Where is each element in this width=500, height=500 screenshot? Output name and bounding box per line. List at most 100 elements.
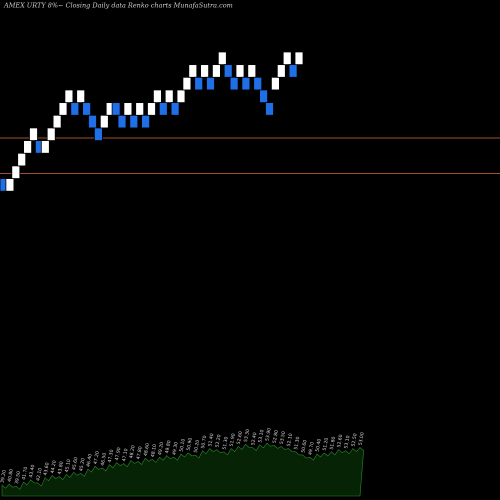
volume-label-1: 39.20 <box>0 469 8 483</box>
volume-label-26: 50.10 <box>179 438 187 452</box>
volume-label-13: 46.40 <box>85 453 93 467</box>
renko-brick-23 <box>129 114 139 129</box>
volume-label-11: 45.60 <box>71 457 79 471</box>
renko-brick-27 <box>152 89 162 104</box>
renko-brick-5 <box>23 140 33 154</box>
chart-title: AMEX URTY 8%~ Closing Daily data Renko c… <box>3 2 233 10</box>
renko-brick-15 <box>82 102 91 116</box>
volume-label-8: 44.20 <box>50 460 58 474</box>
renko-brick-28 <box>158 102 168 116</box>
renko-brick-14 <box>76 89 86 104</box>
renko-brick-17 <box>94 127 103 141</box>
volume-label-29: 50.70 <box>200 435 208 449</box>
volume-label-10: 45.10 <box>64 459 72 473</box>
renko-brick-25 <box>141 114 151 129</box>
renko-brick-2 <box>5 178 15 192</box>
volume-label-36: 52.40 <box>250 432 258 446</box>
volume-label-21: 48.60 <box>143 443 151 457</box>
renko-brick-49 <box>282 51 292 66</box>
volume-label-40: 53.50 <box>279 431 287 445</box>
volume-label-46: 51.20 <box>322 437 330 451</box>
renko-brick-32 <box>182 76 192 91</box>
renko-bricks <box>0 51 304 192</box>
resistance-lines <box>0 137 500 174</box>
volume-label-17: 47.90 <box>114 447 122 461</box>
renko-brick-45 <box>259 89 269 104</box>
volume-label-35: 53.30 <box>243 429 251 443</box>
renko-brick-43 <box>247 64 257 78</box>
volume-panel: 39.20 40.80 39.50 41.70 43.40 42.10 43.60 44.20… <box>0 427 366 497</box>
renko-brick-18 <box>99 114 109 129</box>
renko-brick-47 <box>270 76 280 91</box>
volume-label-23: 49.20 <box>157 441 165 455</box>
renko-brick-36 <box>206 76 215 91</box>
renko-brick-3 <box>11 165 21 179</box>
volume-label-14: 47.20 <box>93 451 101 465</box>
volume-label-51: 53.00 <box>358 432 366 446</box>
renko-brick-37 <box>211 64 221 78</box>
renko-brick-46 <box>265 102 274 116</box>
renko-brick-50 <box>288 64 298 78</box>
renko-brick-29 <box>164 89 174 104</box>
volume-label-31: 52.20 <box>214 434 222 448</box>
renko-brick-42 <box>241 76 251 91</box>
renko-brick-33 <box>188 64 198 78</box>
renko-brick-34 <box>194 76 204 91</box>
volume-label-34: 52.60 <box>236 431 244 445</box>
volume-label-30: 51.40 <box>207 433 215 447</box>
volume-label-6: 42.10 <box>35 467 43 481</box>
volume-label-45: 50.40 <box>315 438 323 452</box>
volume-label-12: 45.20 <box>78 458 86 472</box>
volume-label-24: 49.80 <box>164 440 172 454</box>
renko-brick-20 <box>111 102 121 116</box>
renko-brick-24 <box>135 102 145 116</box>
volume-label-5: 43.40 <box>28 464 36 478</box>
volume-label-50: 52.50 <box>350 433 358 447</box>
volume-area <box>1 442 364 497</box>
renko-brick-30 <box>170 102 180 116</box>
renko-brick-12 <box>64 89 74 104</box>
renko-brick-26 <box>147 102 156 116</box>
renko-brick-51 <box>294 51 304 66</box>
renko-brick-21 <box>117 114 127 129</box>
volume-label-28: 50.20 <box>193 439 201 453</box>
volume-label-27: 50.90 <box>186 437 194 451</box>
renko-brick-9 <box>46 127 56 141</box>
volume-label-4: 41.70 <box>21 466 29 480</box>
renko-brick-10 <box>52 114 62 129</box>
volume-label-48: 52.60 <box>336 434 344 448</box>
renko-brick-8 <box>40 140 50 154</box>
volume-label-3: 39.50 <box>14 471 22 485</box>
renko-brick-11 <box>58 102 68 116</box>
volume-label-7: 43.60 <box>43 462 51 476</box>
renko-brick-39 <box>223 64 233 78</box>
renko-brick-6 <box>29 127 38 141</box>
renko-brick-4 <box>17 152 27 167</box>
renko-brick-44 <box>253 76 263 91</box>
volume-label-32: 51.30 <box>222 436 230 450</box>
renko-brick-13 <box>70 102 80 116</box>
volume-label-44: 49.70 <box>307 441 315 455</box>
volume-label-38: 53.90 <box>264 427 272 441</box>
volume-label-43: 50.60 <box>300 439 308 453</box>
volume-label-19: 48.20 <box>128 445 136 459</box>
volume-label-18: 47.10 <box>121 448 129 462</box>
volume-label-22: 48.10 <box>150 444 158 458</box>
volume-label-9: 43.80 <box>57 461 65 475</box>
volume-label-49: 53.10 <box>343 435 351 449</box>
renko-brick-31 <box>176 89 186 104</box>
renko-brick-35 <box>200 64 210 78</box>
volume-label-2: 40.80 <box>7 468 15 482</box>
renko-brick-41 <box>235 64 245 78</box>
volume-label-37: 53.10 <box>257 429 265 443</box>
volume-label-47: 51.80 <box>329 436 337 450</box>
volume-label-39: 52.80 <box>272 430 280 444</box>
volume-label-16: 47.30 <box>107 449 115 463</box>
renko-brick-40 <box>229 76 239 91</box>
volume-label-25: 49.30 <box>171 441 179 455</box>
renko-brick-22 <box>123 102 133 116</box>
renko-brick-16 <box>88 114 97 129</box>
renko-brick-38 <box>217 51 227 66</box>
volume-label-42: 51.30 <box>293 436 301 450</box>
